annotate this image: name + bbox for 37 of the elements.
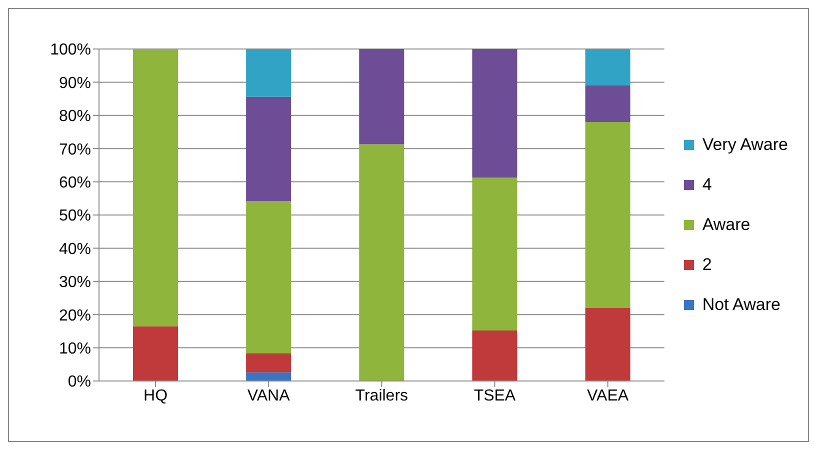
bar [246,201,292,354]
legend-label: Aware [702,215,750,235]
bar [472,177,518,331]
bar [359,49,404,144]
x-tick-label: VAEA [587,387,629,404]
y-tick-label: 40% [58,240,91,258]
x-tick-label: TSEA [474,387,516,404]
legend-label: Not Aware [702,295,780,315]
x-tick-label: VANA [247,387,290,404]
bar [133,49,178,326]
y-tick-label: 50% [58,208,91,225]
y-tick-label: 90% [58,74,91,92]
legend-label: 4 [702,175,712,195]
y-tick-label: 30% [58,274,91,292]
bar [472,330,518,381]
y-tick-label: 0% [68,374,91,391]
bar [246,96,292,202]
bar [246,353,292,372]
y-tick-label: 100% [50,42,91,59]
y-tick-label: 70% [58,141,91,158]
y-tick-label: 80% [58,108,91,126]
bar [246,372,292,381]
y-tick-label: 20% [58,307,91,324]
bar [133,326,178,381]
bar [246,49,292,97]
x-tick-label: Trailers [355,387,408,404]
bar [585,86,630,122]
x-tick-label: HQ [144,387,168,404]
bar [472,49,518,178]
y-tick-label: 10% [58,340,91,358]
bar [585,49,630,86]
bar [359,144,404,381]
legend-label: 2 [702,255,712,275]
bar [585,308,630,381]
bar [585,122,630,308]
y-tick-label: 60% [58,174,91,192]
legend-label: Very Aware [702,135,788,155]
